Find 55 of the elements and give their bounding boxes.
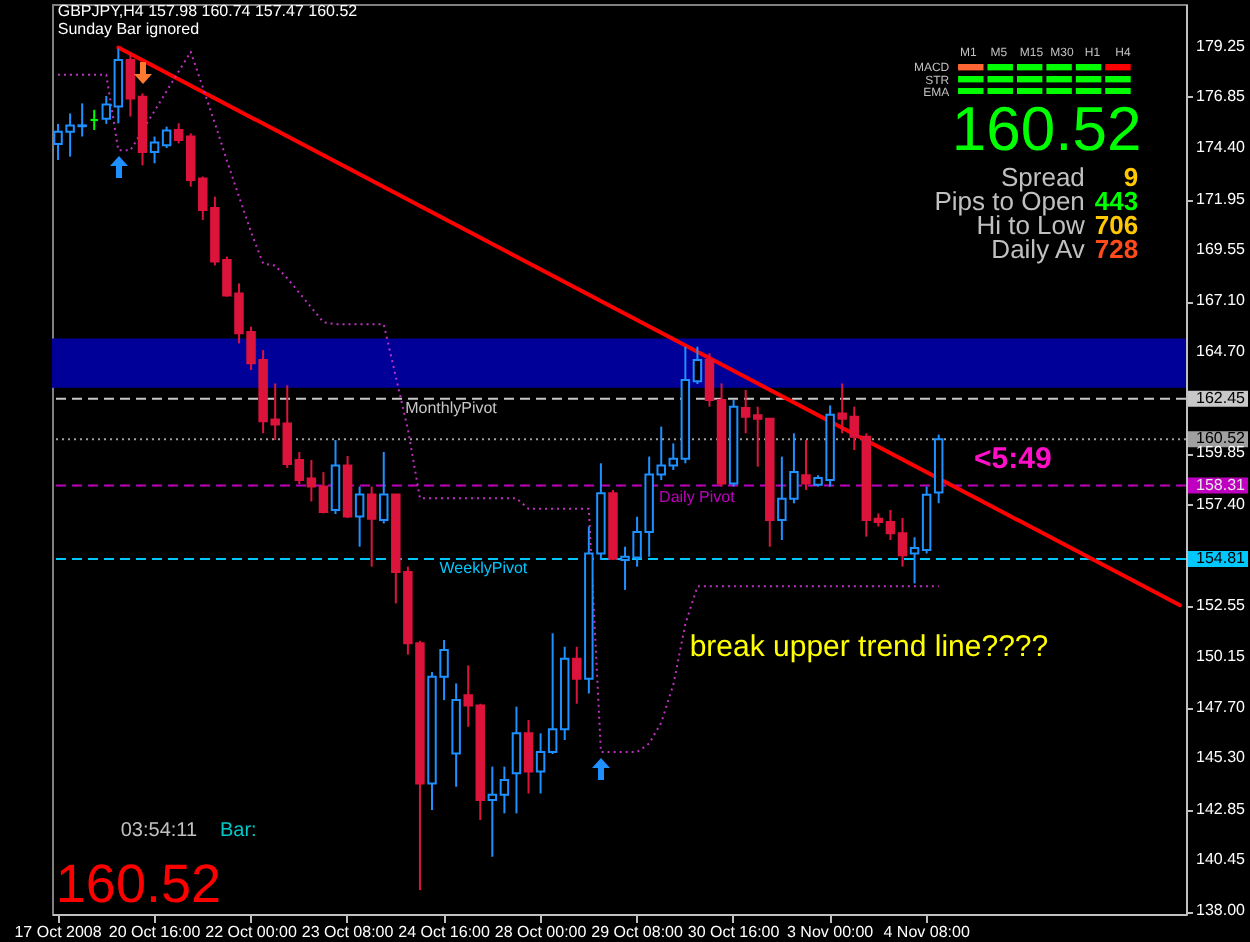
y-tick-label: 174.40 — [1196, 138, 1247, 157]
y-tick-label: 158.31 — [1196, 475, 1247, 494]
annotation: Spread — [1000, 162, 1085, 192]
y-tick-label: 164.70 — [1196, 341, 1247, 360]
x-tick-label: 23 Oct 08:00 — [301, 923, 395, 941]
ref-line-label: MonthlyPivot — [405, 398, 499, 417]
text: Sunday Bar ignored — [57, 20, 200, 38]
y-tick-label: 138.00 — [1196, 901, 1247, 920]
y-tick-label: 150.15 — [1196, 646, 1247, 665]
candlestick — [354, 485, 365, 548]
x-tick-label: 29 Oct 08:00 — [591, 923, 684, 941]
x-tick-label: 24 Oct 16:00 — [398, 923, 491, 941]
y-tick-label: 162.45 — [1196, 388, 1247, 407]
annotation: Bar: — [220, 820, 257, 842]
annotation: break upper trend line???? — [689, 630, 1049, 664]
annotation: 706 — [1094, 210, 1139, 240]
candlestick — [379, 450, 389, 525]
candlestick — [511, 705, 522, 815]
x-tick-label: 3 Nov 00:00 — [786, 923, 875, 941]
annotation: 03:54:11 — [120, 820, 198, 842]
y-tick-label: 145.30 — [1196, 748, 1247, 767]
candlestick — [523, 719, 534, 795]
x-tick-label: 22 Oct 00:00 — [205, 923, 298, 941]
y-tick-label: 159.85 — [1196, 443, 1247, 462]
annotation: 728 — [1094, 234, 1139, 264]
ref-line-label: Daily Pivot — [659, 487, 737, 506]
y-tick-label: 154.81 — [1196, 548, 1247, 567]
x-tick-label: 17 Oct 2008 — [14, 923, 103, 941]
y-tick-label: 140.45 — [1196, 849, 1247, 868]
x-tick-label: 4 Nov 08:00 — [883, 923, 971, 941]
annotation: <5:49 — [974, 442, 1052, 476]
annotation: 160.52 — [951, 94, 1142, 164]
y-tick-label: 169.55 — [1196, 239, 1247, 258]
y-tick-label: 179.25 — [1196, 36, 1247, 55]
candlestick — [572, 645, 582, 705]
y-tick-label: 152.55 — [1196, 596, 1247, 615]
x-tick-label: 30 Oct 16:00 — [687, 923, 781, 941]
candlestick — [330, 439, 341, 516]
annotation: 9 — [1123, 162, 1139, 192]
candlestick — [366, 485, 377, 568]
y-tick-label: 147.70 — [1196, 697, 1247, 716]
x-tick-label: 28 Oct 00:00 — [494, 923, 588, 941]
annotation: 443 — [1094, 186, 1139, 216]
x-tick-label: 20 Oct 16:00 — [108, 923, 202, 941]
annotation: Daily Av — [991, 234, 1086, 264]
y-tick-label: 157.40 — [1196, 494, 1247, 513]
annotation: 160.52 — [55, 854, 222, 914]
y-tick-label: 167.10 — [1196, 291, 1247, 310]
y-tick-label: 160.52 — [1196, 429, 1247, 448]
ref-line-label: WeeklyPivot — [439, 558, 529, 577]
y-tick-label: 142.85 — [1196, 799, 1247, 818]
chart-title: GBPJPY,H4 157.98 160.74 157.47 160.52 — [57, 2, 359, 20]
y-tick-label: 176.85 — [1196, 86, 1247, 105]
candlestick — [801, 439, 811, 491]
y-tick-label: 171.95 — [1196, 189, 1247, 208]
